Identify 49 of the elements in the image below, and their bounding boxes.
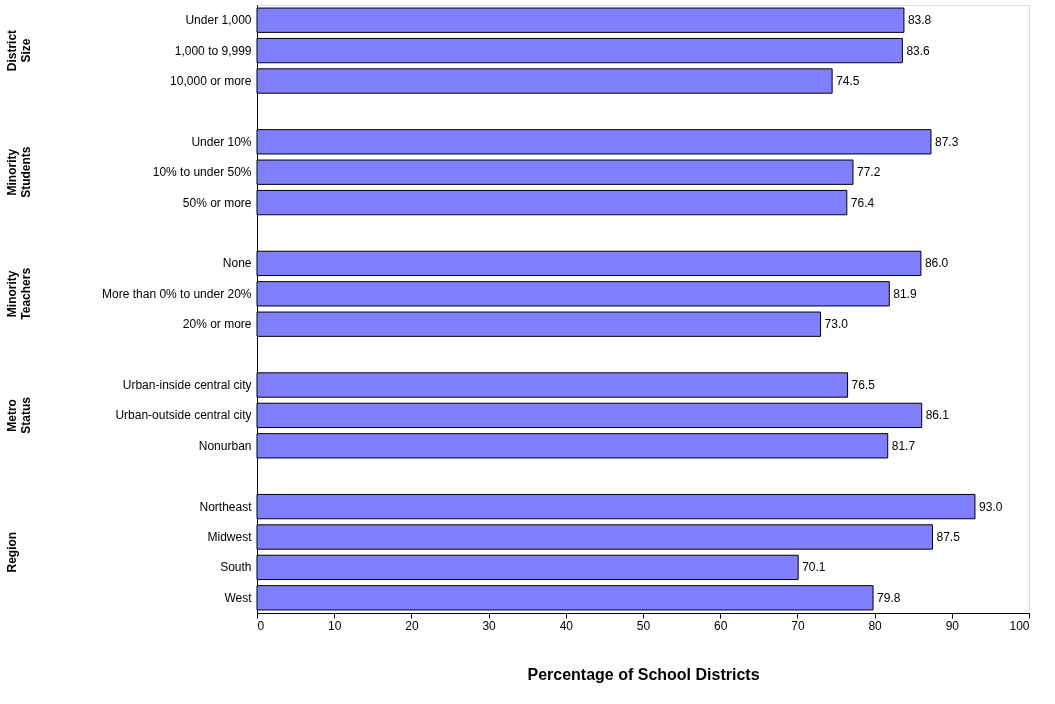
data-label: 83.8 <box>907 13 932 28</box>
data-label: 73.0 <box>824 317 849 332</box>
y-tick-label: Urban-outside central city <box>115 408 252 423</box>
x-tick-label: 80 <box>868 618 883 633</box>
data-label: 81.7 <box>891 438 916 453</box>
text: Minority Students <box>5 146 33 198</box>
y-tick-label: Urban-inside central city <box>122 378 252 392</box>
data-label: 79.8 <box>877 590 901 605</box>
y-tick-label: South <box>220 560 252 575</box>
x-tick-label: 40 <box>559 618 574 633</box>
y-tick-label: West <box>224 590 253 605</box>
data-label: 81.9 <box>893 286 917 301</box>
y-tick-label: 1,000 to 9,999 <box>174 43 252 58</box>
y-tick-label: Northeast <box>199 499 253 514</box>
data-label: 76.5 <box>851 378 876 392</box>
x-tick-label: 30 <box>482 618 497 633</box>
data-label: 83.6 <box>906 43 931 58</box>
text: District Size <box>5 29 33 72</box>
data-label: 86.0 <box>924 256 949 271</box>
x-tick-label: 90 <box>945 618 960 633</box>
data-label: 76.4 <box>850 195 875 210</box>
x-tick-label: 20 <box>405 618 419 633</box>
data-label: 70.1 <box>802 560 826 575</box>
y-tick-label: 50% or more <box>182 195 252 210</box>
y-tick-label: 10% to under 50% <box>152 165 252 180</box>
x-tick-label: 0 <box>257 618 265 633</box>
y-tick-label: None <box>222 256 252 271</box>
data-label: 93.0 <box>978 499 1003 514</box>
x-tick-label: 70 <box>791 618 805 633</box>
y-tick-label: Under 10% <box>191 134 252 149</box>
data-label: 77.2 <box>856 165 881 180</box>
data-label: 74.5 <box>836 74 860 88</box>
x-tick-label: 100 <box>1009 618 1030 633</box>
y-tick-label: Under 1,000 <box>185 13 252 28</box>
text: Metro Status <box>5 396 33 434</box>
text: Minority Teachers <box>5 267 33 320</box>
text: Region <box>5 531 19 573</box>
x-tick-label: 60 <box>714 618 728 633</box>
y-tick-label: 20% or more <box>182 317 252 332</box>
x-tick-label: 10 <box>328 618 342 633</box>
x-tick-label: 50 <box>636 618 651 633</box>
data-label: 86.1 <box>925 408 950 423</box>
y-tick-label: More than 0% to under 20% <box>102 286 252 301</box>
data-label: 87.3 <box>934 134 959 149</box>
y-tick-label: 10,000 or more <box>170 74 252 88</box>
x-axis-title: Percentage of School Districts <box>527 665 760 683</box>
data-label: 87.5 <box>936 530 961 544</box>
y-tick-label: Midwest <box>207 530 253 544</box>
y-tick-label: Nonurban <box>198 438 252 453</box>
